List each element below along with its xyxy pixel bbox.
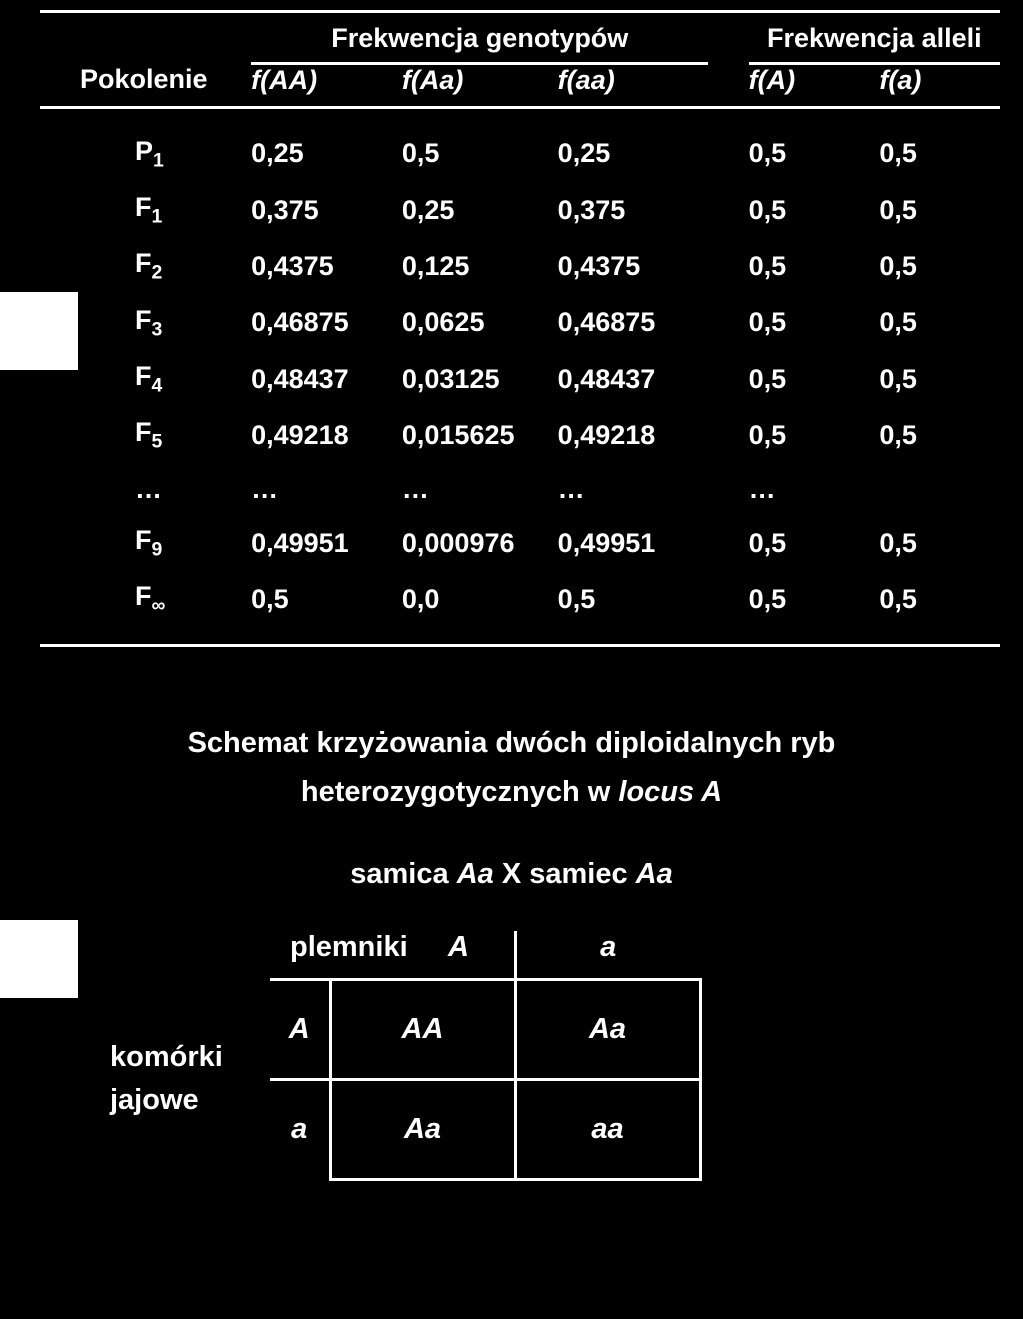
table-row: F50,492180,0156250,492180,50,5 (40, 407, 1000, 463)
value-cell: 0,49951 (558, 515, 709, 571)
value-cell: 0,4375 (251, 238, 402, 294)
value-cell: 0,49218 (251, 407, 402, 463)
value-cell: 0,25 (558, 126, 709, 182)
value-cell: 0,46875 (558, 295, 709, 351)
header-generation: Pokolenie (40, 64, 251, 108)
value-cell: 0,5 (879, 515, 1000, 571)
value-cell: 0,5 (749, 182, 880, 238)
side-marker-bottom (0, 920, 78, 998)
generation-cell: P1 (40, 126, 251, 182)
frequency-table: Frekwencja genotypów Frekwencja alleli P… (40, 10, 1000, 647)
cross-description: samica Aa X samiec Aa (20, 858, 1003, 891)
header-allele-freq: Frekwencja alleli (749, 12, 1000, 64)
table-row: F30,468750,06250,468750,50,5 (40, 295, 1000, 351)
value-cell: 0,5 (879, 571, 1000, 627)
table-row: P10,250,50,250,50,5 (40, 126, 1000, 182)
generation-cell: F9 (40, 515, 251, 571)
cell-AA: AA (330, 979, 515, 1079)
value-cell: 0,125 (402, 238, 558, 294)
value-cell: 0,5 (879, 407, 1000, 463)
table-row: F40,484370,031250,484370,50,5 (40, 351, 1000, 407)
cell-Aa-1: Aa (515, 979, 700, 1079)
generation-cell: F∞ (40, 571, 251, 627)
punnett-square: plemniki A a komórkijajowe A AA Aa a Aa … (110, 931, 1003, 1181)
sperm-allele-a: a (515, 931, 700, 980)
value-cell: 0,49218 (558, 407, 709, 463)
value-cell (879, 464, 1000, 515)
header-fAa: f(Aa) (402, 64, 558, 108)
header-fA: f(A) (749, 64, 880, 108)
value-cell: 0,5 (879, 126, 1000, 182)
header-faa: f(aa) (558, 64, 709, 108)
value-cell: 0,5 (251, 571, 402, 627)
value-cell: 0,0625 (402, 295, 558, 351)
value-cell: 0,03125 (402, 351, 558, 407)
value-cell: 0,5 (879, 351, 1000, 407)
value-cell: 0,5 (749, 515, 880, 571)
header-genotype-freq: Frekwencja genotypów (251, 12, 708, 64)
value-cell: … (558, 464, 709, 515)
table-row: F10,3750,250,3750,50,5 (40, 182, 1000, 238)
table-row: …………… (40, 464, 1000, 515)
cell-aa: aa (515, 1079, 700, 1179)
value-cell: 0,5 (558, 571, 709, 627)
value-cell: 0,48437 (251, 351, 402, 407)
value-cell: 0,48437 (558, 351, 709, 407)
generation-cell: … (40, 464, 251, 515)
diagram-title: Schemat krzyżowania dwóch diploidalnych … (20, 719, 1003, 818)
cell-Aa-2: Aa (330, 1079, 515, 1179)
value-cell: 0,5 (749, 126, 880, 182)
value-cell: … (749, 464, 880, 515)
value-cell: 0,5 (879, 238, 1000, 294)
value-cell: 0,5 (749, 351, 880, 407)
value-cell: 0,4375 (558, 238, 709, 294)
value-cell: 0,49951 (251, 515, 402, 571)
value-cell: 0,5 (879, 295, 1000, 351)
value-cell: … (251, 464, 402, 515)
generation-cell: F1 (40, 182, 251, 238)
value-cell: 0,5 (879, 182, 1000, 238)
value-cell: 0,5 (749, 571, 880, 627)
value-cell: 0,25 (402, 182, 558, 238)
egg-label: komórkijajowe (110, 979, 270, 1179)
generation-cell: F5 (40, 407, 251, 463)
value-cell: 0,5 (749, 407, 880, 463)
value-cell: 0,375 (558, 182, 709, 238)
table-row: F∞0,50,00,50,50,5 (40, 571, 1000, 627)
table-row: F90,499510,0009760,499510,50,5 (40, 515, 1000, 571)
value-cell: 0,375 (251, 182, 402, 238)
value-cell: 0,015625 (402, 407, 558, 463)
value-cell: … (402, 464, 558, 515)
value-cell: 0,5 (749, 238, 880, 294)
sperm-label: plemniki A (270, 931, 515, 980)
generation-cell: F2 (40, 238, 251, 294)
egg-allele-a: a (270, 1079, 330, 1179)
table-row: F20,43750,1250,43750,50,5 (40, 238, 1000, 294)
side-marker-top (0, 292, 78, 370)
value-cell: 0,5 (749, 295, 880, 351)
value-cell: 0,5 (402, 126, 558, 182)
egg-allele-A: A (270, 979, 330, 1079)
value-cell: 0,0 (402, 571, 558, 627)
value-cell: 0,000976 (402, 515, 558, 571)
value-cell: 0,46875 (251, 295, 402, 351)
header-fa: f(a) (879, 64, 1000, 108)
header-fAA: f(AA) (251, 64, 402, 108)
value-cell: 0,25 (251, 126, 402, 182)
